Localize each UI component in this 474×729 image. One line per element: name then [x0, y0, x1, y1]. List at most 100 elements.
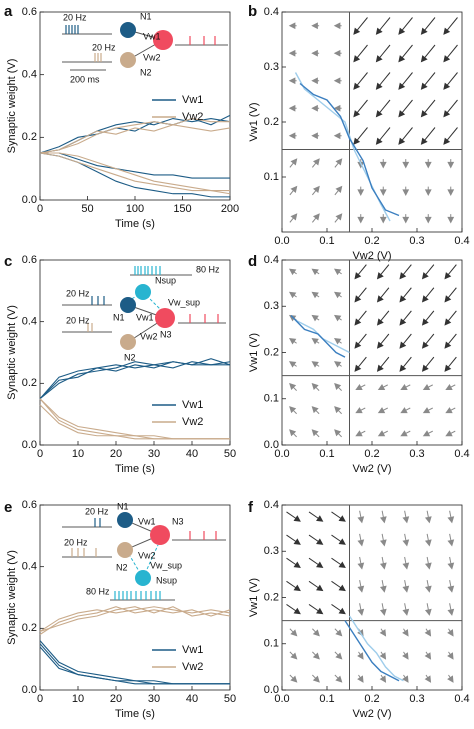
- field-arrow: [376, 333, 390, 349]
- field-arrow: [355, 383, 366, 391]
- plot-frame: [281, 259, 463, 446]
- field-arrow: [400, 383, 411, 391]
- field-arrow: [424, 603, 432, 616]
- inset-label: N3: [172, 516, 184, 526]
- field-arrow: [311, 104, 320, 112]
- x-axis-label: Vw2 (V): [352, 250, 391, 262]
- trajectory-line: [39, 361, 230, 400]
- field-arrow: [398, 99, 413, 118]
- field-arrow: [289, 651, 298, 660]
- trajectory-line: [290, 315, 346, 358]
- field-arrow: [286, 511, 301, 522]
- field-arrow: [334, 674, 343, 683]
- x-axis-label: Vw2 (V): [352, 463, 391, 475]
- x-tick-label: 0: [37, 693, 43, 705]
- y-tick-label: 0.0: [264, 439, 279, 451]
- trajectory-line: [295, 319, 350, 354]
- inset-label: Vw_sup: [168, 297, 200, 307]
- neuron: [117, 512, 133, 528]
- field-arrow: [379, 556, 387, 570]
- x-tick-label: 0.0: [274, 448, 289, 460]
- field-arrow: [288, 104, 297, 112]
- field-arrow: [375, 72, 391, 90]
- field-arrow: [377, 407, 388, 414]
- trajectory-line: [299, 82, 400, 217]
- field-arrow: [379, 651, 387, 660]
- field-arrow: [308, 604, 324, 615]
- field-arrow: [422, 383, 433, 391]
- field-arrow: [402, 674, 409, 683]
- y-tick-label: 0.2: [22, 377, 37, 389]
- field-arrow: [402, 580, 410, 593]
- field-arrow: [444, 310, 457, 326]
- y-tick-label: 0.2: [264, 116, 279, 128]
- field-arrow: [312, 628, 320, 637]
- field-arrow: [333, 22, 342, 30]
- field-arrow: [333, 338, 342, 345]
- field-arrow: [288, 132, 297, 140]
- y-tick-label: 0.1: [264, 393, 279, 405]
- field-arrow: [444, 356, 457, 372]
- inset-label: N3: [160, 329, 172, 339]
- field-arrow: [308, 580, 324, 592]
- x-axis-label: Time (s): [115, 218, 155, 230]
- field-arrow: [421, 310, 435, 326]
- field-arrow: [377, 430, 388, 437]
- x-tick-label: 150: [173, 203, 191, 215]
- field-arrow: [289, 158, 298, 168]
- field-arrow: [424, 510, 432, 524]
- y-tick-label: 0.4: [264, 6, 279, 18]
- panel-letter: c: [4, 253, 12, 270]
- panel-letter: f: [248, 499, 254, 516]
- field-arrow: [445, 383, 456, 391]
- field-arrow: [357, 510, 365, 524]
- field-arrow: [331, 534, 346, 545]
- field-arrow: [447, 159, 455, 169]
- field-arrow: [357, 186, 365, 196]
- inset-label: Vw1: [138, 516, 156, 526]
- x-tick-label: 200: [221, 203, 239, 215]
- field-arrow: [308, 557, 324, 569]
- trajectory-line: [39, 606, 231, 632]
- x-tick-label: 30: [148, 448, 160, 460]
- inset-label: 80 Hz: [86, 586, 110, 596]
- field-arrow: [357, 533, 365, 547]
- y-tick-label: 0.3: [264, 300, 279, 312]
- field-arrow: [354, 310, 367, 326]
- field-arrow: [402, 214, 410, 224]
- x-tick-label: 0.0: [274, 235, 289, 247]
- y-tick-label: 0.2: [22, 622, 37, 634]
- field-arrow: [402, 533, 410, 547]
- field-arrow: [420, 44, 436, 63]
- field-arrow: [379, 186, 387, 196]
- y-axis-label: Vw1 (V): [248, 333, 260, 372]
- y-axis-label: Vw1 (V): [248, 578, 260, 617]
- inset-label: N2: [140, 67, 152, 77]
- x-tick-label: 10: [72, 448, 84, 460]
- field-arrow: [312, 674, 320, 683]
- y-tick-label: 0.0: [22, 194, 37, 206]
- field-arrow: [424, 186, 432, 196]
- field-arrow: [311, 314, 320, 322]
- field-arrow: [311, 291, 320, 299]
- field-arrow: [357, 603, 365, 616]
- field-arrow: [447, 214, 455, 224]
- field-arrow: [333, 361, 342, 368]
- field-arrow: [334, 406, 342, 415]
- synapse: [129, 555, 144, 579]
- y-tick-label: 0.0: [22, 439, 37, 451]
- field-arrow: [357, 556, 365, 570]
- x-axis-label: Time (s): [115, 463, 155, 475]
- field-arrow: [379, 580, 387, 593]
- inset-label: N2: [124, 352, 136, 362]
- field-arrow: [331, 557, 346, 569]
- field-arrow: [424, 533, 432, 547]
- y-tick-label: 0.0: [264, 684, 279, 696]
- field-arrow: [422, 430, 433, 437]
- field-arrow: [379, 533, 387, 547]
- field-arrow: [308, 534, 324, 545]
- neuron: [120, 52, 136, 68]
- inset-label: Vw_sup: [150, 560, 182, 570]
- trajectory-line: [39, 646, 230, 685]
- field-arrow: [420, 17, 436, 35]
